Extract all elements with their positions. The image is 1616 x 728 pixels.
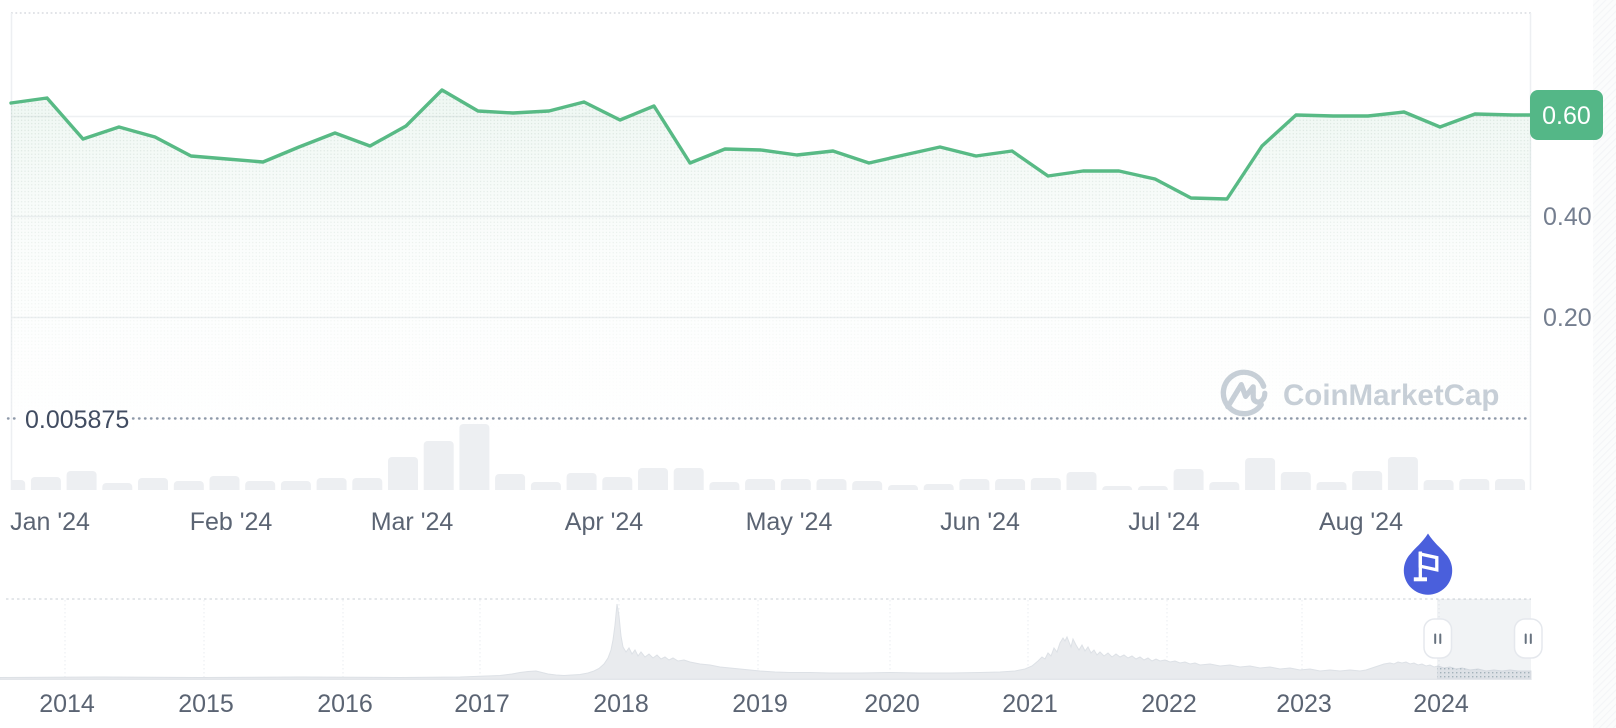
svg-text:Mar '24: Mar '24	[371, 508, 454, 536]
svg-text:Feb '24: Feb '24	[190, 508, 273, 536]
svg-text:2023: 2023	[1276, 690, 1332, 718]
svg-text:Jun '24: Jun '24	[940, 508, 1020, 536]
svg-text:Jul '24: Jul '24	[1128, 508, 1200, 536]
svg-text:Apr '24: Apr '24	[565, 508, 644, 536]
svg-text:0.40: 0.40	[1543, 203, 1592, 231]
svg-text:May '24: May '24	[746, 508, 833, 536]
svg-text:2015: 2015	[178, 690, 234, 718]
svg-text:Aug '24: Aug '24	[1319, 508, 1403, 536]
svg-text:2017: 2017	[454, 690, 510, 718]
svg-text:2016: 2016	[317, 690, 373, 718]
svg-text:2022: 2022	[1141, 690, 1197, 718]
svg-text:2024: 2024	[1413, 690, 1469, 718]
svg-text:2021: 2021	[1002, 690, 1058, 718]
svg-text:Jan '24: Jan '24	[10, 508, 90, 536]
svg-text:2020: 2020	[864, 690, 920, 718]
svg-text:2019: 2019	[732, 690, 788, 718]
svg-text:0.005875: 0.005875	[25, 406, 129, 434]
svg-text:0.20: 0.20	[1543, 304, 1592, 332]
svg-text:2014: 2014	[39, 690, 95, 718]
svg-text:2018: 2018	[593, 690, 649, 718]
svg-text:0.60: 0.60	[1542, 102, 1591, 130]
